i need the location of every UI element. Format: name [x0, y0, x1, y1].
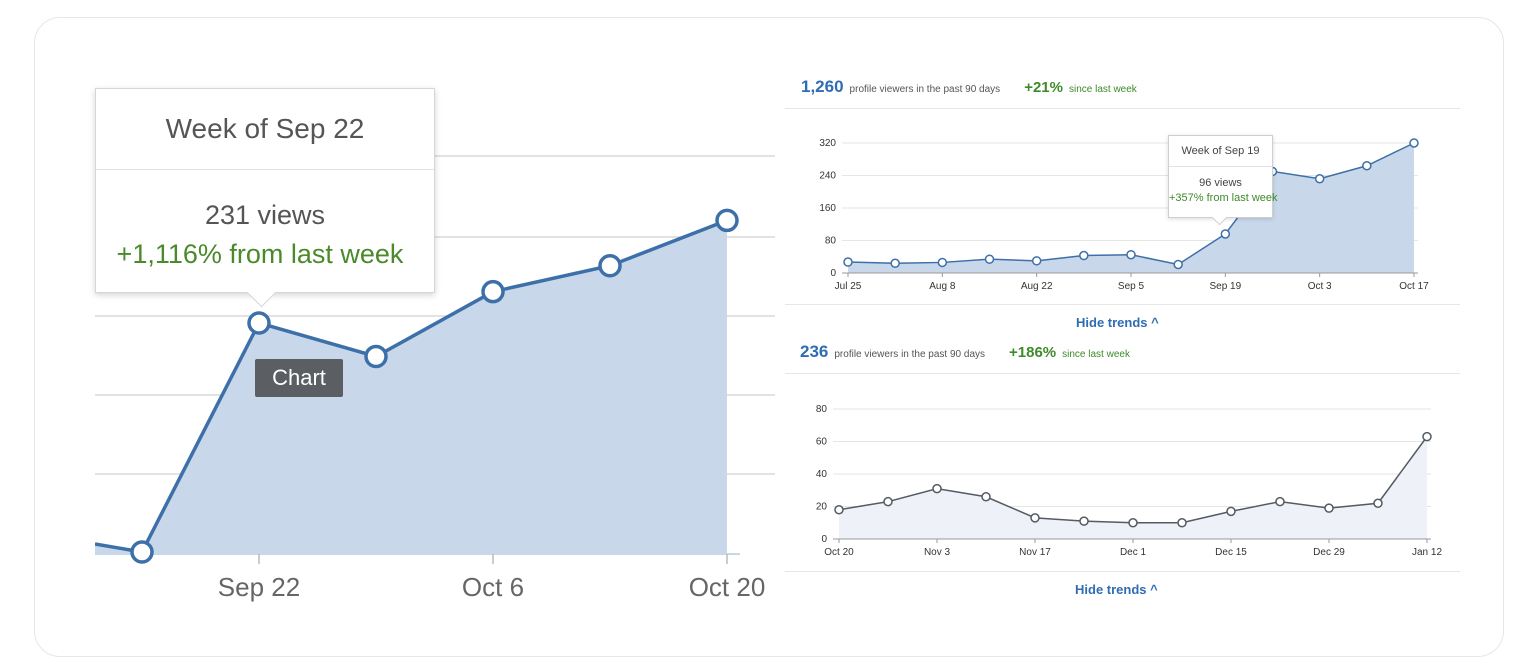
x-tick-label: Dec 29: [1313, 547, 1345, 558]
y-tick-label: 80: [816, 404, 828, 415]
data-point: [1409, 138, 1419, 148]
divider: [785, 108, 1460, 109]
panel2-change: +186%: [1009, 344, 1057, 361]
data-point: [1226, 506, 1236, 517]
data-point: [932, 483, 942, 494]
zoomed-chart: Sep 22 Oct 6 Oct 20: [95, 80, 775, 620]
data-point: [1031, 256, 1042, 266]
data-point: [937, 257, 948, 268]
data-point: [883, 496, 893, 507]
y-tick-label: 0: [830, 268, 836, 279]
x-tick-label: Nov 3: [924, 547, 951, 558]
panel1-tooltip-views: 96 views: [1199, 177, 1242, 189]
x-tick-label: Sep 22: [218, 572, 300, 602]
panel1-chart: 0 80 160 240 320 Jul 25 Aug 8 Aug 22 Sep 5 Sep 19…: [819, 138, 1429, 292]
x-tick-label: Dec 15: [1215, 547, 1247, 558]
y-tick-label: 80: [825, 236, 837, 247]
y-tick-label: 320: [819, 138, 836, 149]
data-point: [1030, 513, 1040, 523]
data-point: [364, 344, 388, 369]
panel2-chart: 0 20 40 60 80 Oct 20 Nov 3 Nov 17 Dec 1 Dec 15 Dec…: [816, 404, 1443, 558]
data-point: [843, 257, 853, 267]
data-point: [1324, 503, 1334, 513]
data-point: [247, 311, 271, 335]
data-point: [1275, 496, 1285, 507]
panel2-header: 236 profile viewers in the past 90 days …: [800, 342, 1130, 362]
panel1-tooltip-change: +357% from last week: [1169, 192, 1278, 204]
divider: [785, 571, 1460, 572]
panel1-change: +21%: [1024, 79, 1063, 96]
panel1-count: 1,260: [801, 77, 844, 96]
x-tick-label: Aug 8: [929, 281, 956, 292]
x-tick-label: Jul 25: [835, 281, 862, 292]
x-tick-label: Aug 22: [1021, 281, 1053, 292]
y-tick-label: 0: [821, 534, 827, 545]
tooltip-views: 231 views: [204, 200, 326, 230]
chart-chip: Chart: [255, 359, 343, 397]
panel1-count-label: profile viewers in the past 90 days: [849, 84, 1001, 95]
x-tick-label: Oct 20: [689, 572, 766, 602]
zoomed-chart-svg: Sep 22 Oct 6 Oct 20: [95, 155, 775, 602]
y-tick-label: 60: [816, 437, 828, 448]
y-tick-label: 240: [819, 171, 836, 182]
x-tick-label: Sep 19: [1209, 281, 1241, 292]
panel2-hide-trends-link[interactable]: Hide trends ^: [1075, 582, 1158, 597]
tooltip-change: +1,116% from last week: [116, 239, 404, 269]
panel1-tooltip-title: Week of Sep 19: [1169, 136, 1272, 167]
divider: [785, 373, 1460, 374]
area-fill: [95, 220, 727, 554]
panel2-count-label: profile viewers in the past 90 days: [834, 349, 986, 360]
data-point: [1220, 229, 1231, 239]
panel1-header: 1,260 profile viewers in the past 90 day…: [801, 77, 1137, 97]
data-point: [130, 540, 154, 564]
data-point: [1128, 518, 1138, 528]
panel2-change-label: since last week: [1062, 349, 1130, 360]
data-point: [1177, 518, 1187, 528]
zoomed-tooltip: Week of Sep 22 231 views +1,116% from la…: [95, 88, 435, 308]
panel1-hide-trends-link[interactable]: Hide trends ^: [1076, 315, 1159, 330]
data-point: [834, 505, 844, 515]
data-point: [1173, 259, 1183, 270]
panel1-tooltip: Week of Sep 19 96 views +357% from last …: [1168, 135, 1278, 226]
data-point: [981, 492, 991, 502]
data-point: [890, 258, 900, 268]
x-tick-label: Sep 5: [1118, 281, 1145, 292]
data-point: [1362, 161, 1372, 171]
data-point: [481, 279, 505, 304]
x-tick-label: Nov 17: [1019, 547, 1051, 558]
data-point: [715, 208, 739, 233]
x-tick-label: Jan 12: [1412, 547, 1442, 558]
y-tick-label: 20: [816, 502, 828, 513]
data-point: [1079, 516, 1089, 526]
data-point: [1079, 250, 1089, 261]
x-tick-label: Oct 20: [824, 547, 854, 558]
data-point: [1126, 249, 1136, 260]
x-tick-label: Oct 17: [1399, 281, 1429, 292]
data-point: [984, 254, 995, 264]
area-fill: [839, 436, 1427, 539]
x-tick-label: Dec 1: [1120, 547, 1147, 558]
tooltip-title: Week of Sep 22: [96, 89, 434, 170]
y-tick-label: 160: [819, 203, 836, 214]
data-point: [1422, 431, 1432, 442]
x-tick-label: Oct 6: [462, 572, 524, 602]
y-tick-label: 40: [816, 469, 828, 480]
data-point: [1373, 498, 1383, 508]
divider: [785, 304, 1460, 305]
panel1-change-label: since last week: [1068, 84, 1137, 95]
x-tick-label: Oct 3: [1308, 281, 1332, 292]
data-point: [598, 254, 622, 278]
data-point: [1314, 174, 1325, 184]
panel2-count: 236: [800, 342, 829, 361]
